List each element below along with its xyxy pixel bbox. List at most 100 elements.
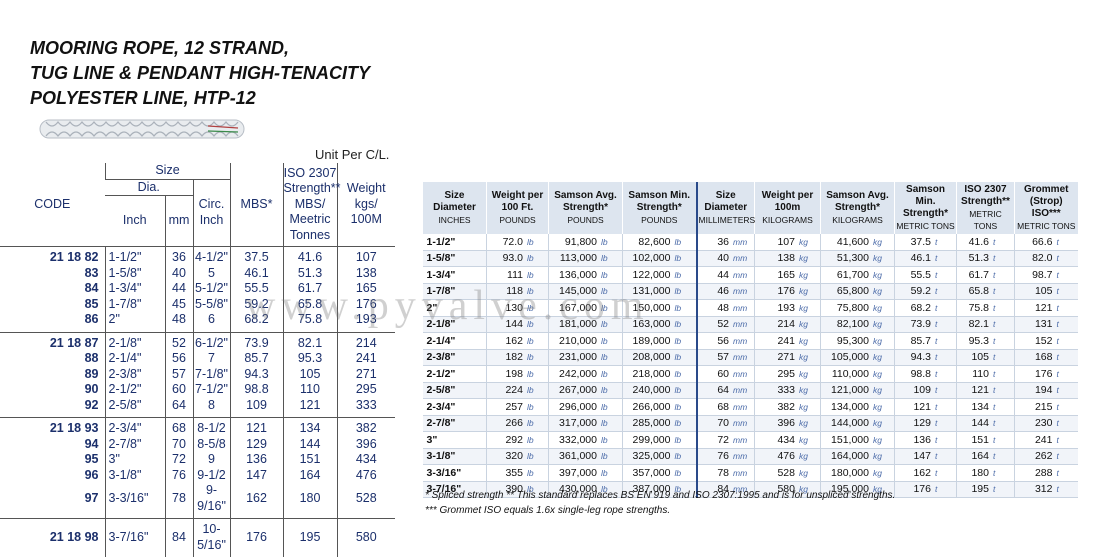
cell-unit: kg — [869, 352, 891, 362]
header-text: mm — [169, 213, 190, 227]
cell-value: 105 — [1035, 285, 1053, 297]
cell-value: 240,000 — [633, 384, 671, 396]
cell: 52 — [165, 332, 193, 351]
cell-unit: lb — [597, 468, 619, 478]
cell: 90 — [0, 382, 105, 398]
cell-value: 61,700 — [837, 269, 869, 281]
cell-value: 355 — [505, 467, 523, 479]
cell-unit: t — [931, 336, 953, 346]
cell: 21 18 93 — [0, 418, 105, 437]
header-cell: Samson Avg. Strength*KILOGRAMS — [821, 182, 895, 234]
cell: 92 — [0, 398, 105, 418]
cell-unit: t — [931, 385, 953, 395]
cell-value: 134 — [971, 401, 989, 413]
header-cell: ISO 2307 Strength**METRIC TONS — [957, 182, 1015, 234]
cell-unit: mm — [729, 352, 751, 362]
cell-value: 46.1 — [911, 252, 931, 264]
cell-value: 299,000 — [633, 434, 671, 446]
cell-unit: mm — [729, 286, 751, 296]
cell-value: 61.7 — [969, 269, 989, 281]
cell-unit: lb — [671, 319, 693, 329]
cell-unit: kg — [795, 286, 817, 296]
cell-unit: kg — [795, 435, 817, 445]
cell-value: 176 — [913, 483, 931, 495]
cell-value: 241 — [1035, 434, 1053, 446]
header-cell: Samson Min. Strength*METRIC TONS — [895, 182, 957, 234]
cell-unit: kg — [869, 253, 891, 263]
cell-unit: t — [1053, 319, 1075, 329]
cell: 70 — [165, 437, 193, 453]
cell-unit: t — [931, 435, 953, 445]
cell-value: 64 — [717, 384, 729, 396]
cell-value: 37.5 — [911, 236, 931, 248]
cell-unit: mm — [729, 451, 751, 461]
cell-value: 208,000 — [633, 351, 671, 363]
cell-unit: t — [1053, 237, 1075, 247]
cell-unit: t — [1053, 385, 1075, 395]
cell-unit: t — [1053, 418, 1075, 428]
cell-unit: t — [989, 484, 1011, 494]
cell-value: 162 — [913, 467, 931, 479]
cell-unit: lb — [597, 385, 619, 395]
cell: 151 — [283, 452, 337, 468]
cell: 84 — [165, 519, 193, 557]
cell-value: 110 — [972, 368, 989, 380]
cell-value: 121 — [913, 401, 931, 413]
cell: 476 — [337, 468, 395, 484]
cell-value: 57 — [717, 351, 729, 363]
cell-value: 52 — [717, 318, 729, 330]
cell-value: 134,000 — [831, 401, 869, 413]
cell-value: 312 — [1035, 483, 1053, 495]
cell: 2-3/4" — [423, 399, 487, 416]
cell-unit: kg — [869, 402, 891, 412]
cell-value: 121 — [971, 384, 989, 396]
cell-value: 98.8 — [911, 368, 931, 380]
cell-unit: lb — [597, 402, 619, 412]
cell-unit: kg — [795, 468, 817, 478]
cell: 45 — [165, 297, 193, 313]
cell: 2-1/4" — [423, 333, 487, 350]
cell-value: 151,000 — [831, 434, 869, 446]
cell-value: 75.8 — [969, 302, 989, 314]
cell-value: 56 — [717, 335, 729, 347]
cell: 134 — [283, 418, 337, 437]
header-cell: Circ.Inch — [193, 179, 230, 247]
cell-unit: t — [931, 253, 953, 263]
cell: 57 — [165, 367, 193, 383]
cell-value: 241 — [777, 335, 795, 347]
cell-value: 144 — [971, 417, 989, 429]
cell-value: 528 — [777, 467, 795, 479]
cell-value: 333 — [777, 384, 795, 396]
cell-value: 136,000 — [559, 269, 597, 281]
cell-value: 396 — [777, 417, 795, 429]
cell-unit: mm — [729, 237, 751, 247]
cell: 21 18 98 — [0, 519, 105, 557]
cell-unit: mm — [729, 303, 751, 313]
cell-unit: t — [989, 402, 1011, 412]
cell: 95 — [0, 452, 105, 468]
